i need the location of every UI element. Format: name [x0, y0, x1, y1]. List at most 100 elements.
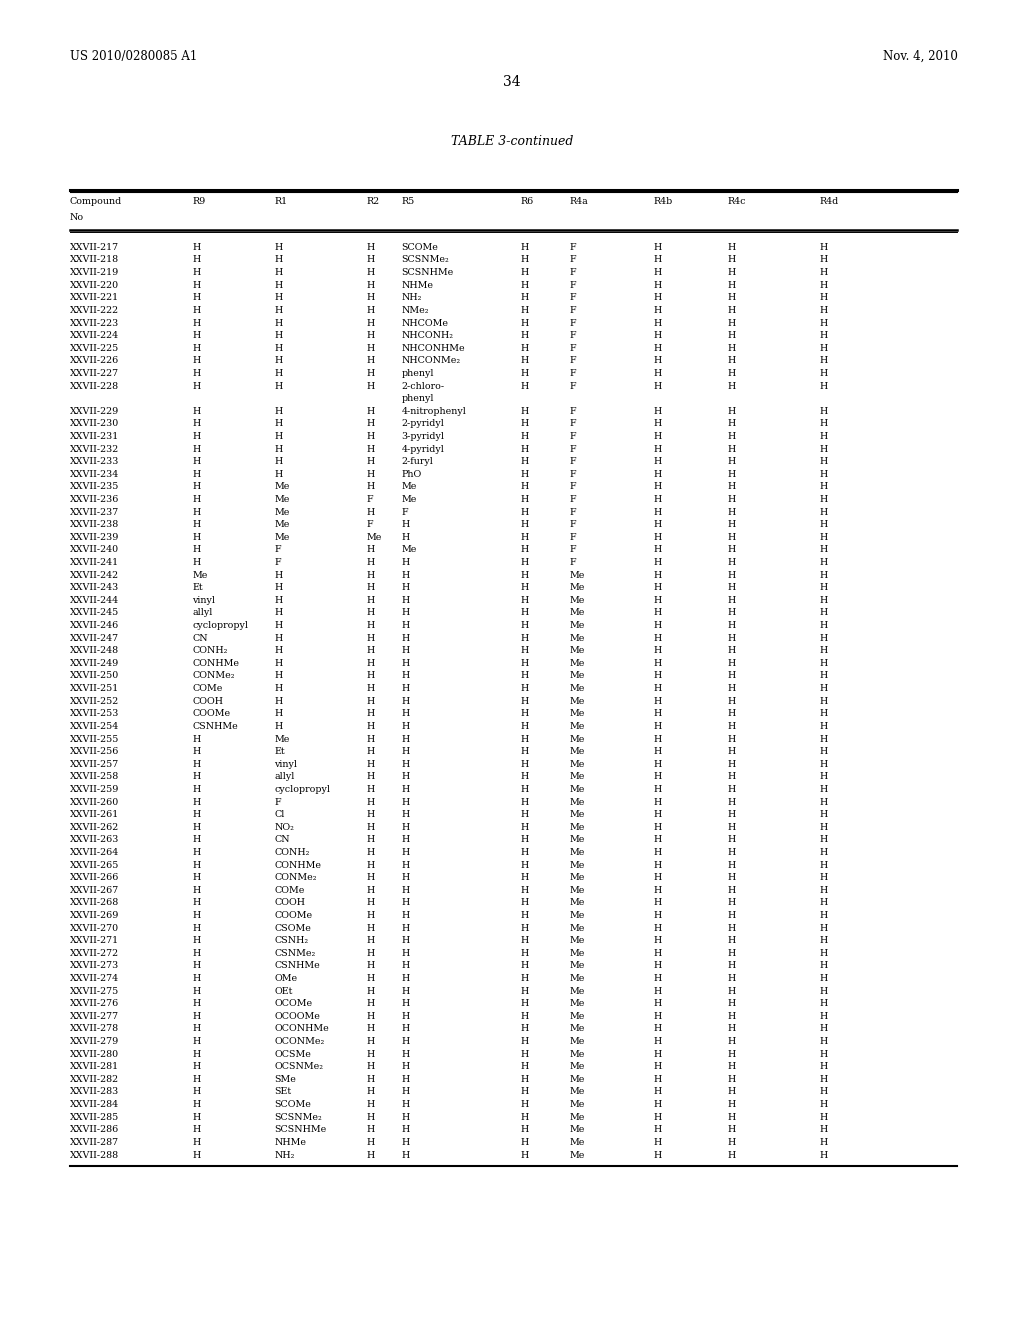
- Text: XXVII-281: XXVII-281: [70, 1063, 119, 1072]
- Text: H: H: [520, 722, 528, 731]
- Text: H: H: [819, 747, 827, 756]
- Text: H: H: [819, 647, 827, 655]
- Text: R4d: R4d: [819, 197, 839, 206]
- Text: H: H: [653, 999, 662, 1008]
- Text: CSNHMe: CSNHMe: [193, 722, 239, 731]
- Text: H: H: [727, 1038, 735, 1045]
- Text: H: H: [367, 620, 375, 630]
- Text: H: H: [727, 999, 735, 1008]
- Text: H: H: [274, 407, 283, 416]
- Text: F: F: [569, 457, 575, 466]
- Text: H: H: [401, 697, 410, 706]
- Text: H: H: [653, 647, 662, 655]
- Text: H: H: [819, 847, 827, 857]
- Text: H: H: [401, 722, 410, 731]
- Text: H: H: [727, 331, 735, 341]
- Text: H: H: [367, 1113, 375, 1122]
- Text: XXVII-269: XXVII-269: [70, 911, 119, 920]
- Text: H: H: [819, 609, 827, 618]
- Text: H: H: [653, 1138, 662, 1147]
- Text: H: H: [274, 293, 283, 302]
- Text: CSNH₂: CSNH₂: [274, 936, 308, 945]
- Text: H: H: [727, 847, 735, 857]
- Text: H: H: [653, 545, 662, 554]
- Text: H: H: [401, 1074, 410, 1084]
- Text: H: H: [819, 1113, 827, 1122]
- Text: OCONMe₂: OCONMe₂: [274, 1038, 325, 1045]
- Text: Me: Me: [569, 1125, 585, 1134]
- Text: H: H: [819, 533, 827, 541]
- Text: H: H: [727, 381, 735, 391]
- Text: H: H: [367, 268, 375, 277]
- Text: H: H: [653, 949, 662, 958]
- Text: H: H: [367, 595, 375, 605]
- Text: H: H: [367, 470, 375, 479]
- Text: SCSNMe₂: SCSNMe₂: [274, 1113, 323, 1122]
- Text: H: H: [819, 370, 827, 378]
- Text: H: H: [367, 558, 375, 568]
- Text: H: H: [367, 899, 375, 907]
- Text: H: H: [727, 634, 735, 643]
- Text: XXVII-279: XXVII-279: [70, 1038, 119, 1045]
- Text: H: H: [653, 709, 662, 718]
- Text: H: H: [727, 836, 735, 845]
- Text: H: H: [367, 318, 375, 327]
- Text: H: H: [653, 1012, 662, 1020]
- Text: Me: Me: [569, 747, 585, 756]
- Text: H: H: [520, 609, 528, 618]
- Text: H: H: [193, 343, 201, 352]
- Text: CONMe₂: CONMe₂: [193, 672, 236, 681]
- Text: H: H: [653, 609, 662, 618]
- Text: H: H: [520, 520, 528, 529]
- Text: H: H: [274, 268, 283, 277]
- Text: COOH: COOH: [193, 697, 223, 706]
- Text: Nov. 4, 2010: Nov. 4, 2010: [883, 50, 957, 63]
- Text: Me: Me: [569, 924, 585, 933]
- Text: H: H: [401, 1125, 410, 1134]
- Text: H: H: [520, 508, 528, 516]
- Text: H: H: [274, 331, 283, 341]
- Text: H: H: [727, 760, 735, 768]
- Text: H: H: [520, 1113, 528, 1122]
- Text: H: H: [819, 583, 827, 593]
- Text: H: H: [653, 847, 662, 857]
- Text: H: H: [727, 734, 735, 743]
- Text: Me: Me: [569, 1038, 585, 1045]
- Text: XXVII-219: XXVII-219: [70, 268, 119, 277]
- Text: H: H: [653, 810, 662, 820]
- Text: H: H: [819, 482, 827, 491]
- Text: H: H: [274, 432, 283, 441]
- Text: H: H: [520, 936, 528, 945]
- Text: R2: R2: [367, 197, 380, 206]
- Text: H: H: [653, 1038, 662, 1045]
- Text: H: H: [401, 1100, 410, 1109]
- Text: H: H: [401, 772, 410, 781]
- Text: XXVII-288: XXVII-288: [70, 1151, 119, 1159]
- Text: R4c: R4c: [727, 197, 745, 206]
- Text: XXVII-259: XXVII-259: [70, 785, 119, 793]
- Text: H: H: [193, 861, 201, 870]
- Text: H: H: [727, 949, 735, 958]
- Text: H: H: [653, 672, 662, 681]
- Text: H: H: [819, 836, 827, 845]
- Text: H: H: [520, 1125, 528, 1134]
- Text: H: H: [193, 847, 201, 857]
- Text: H: H: [653, 457, 662, 466]
- Text: H: H: [401, 822, 410, 832]
- Text: H: H: [193, 445, 201, 454]
- Text: H: H: [520, 318, 528, 327]
- Text: XXVII-274: XXVII-274: [70, 974, 119, 983]
- Text: H: H: [653, 407, 662, 416]
- Text: H: H: [819, 772, 827, 781]
- Text: H: H: [727, 306, 735, 315]
- Text: XXVII-237: XXVII-237: [70, 508, 119, 516]
- Text: H: H: [367, 1012, 375, 1020]
- Text: H: H: [819, 570, 827, 579]
- Text: H: H: [653, 1074, 662, 1084]
- Text: H: H: [520, 558, 528, 568]
- Text: H: H: [653, 684, 662, 693]
- Text: OCSNMe₂: OCSNMe₂: [274, 1063, 324, 1072]
- Text: H: H: [819, 520, 827, 529]
- Text: XXVII-276: XXVII-276: [70, 999, 119, 1008]
- Text: F: F: [569, 470, 575, 479]
